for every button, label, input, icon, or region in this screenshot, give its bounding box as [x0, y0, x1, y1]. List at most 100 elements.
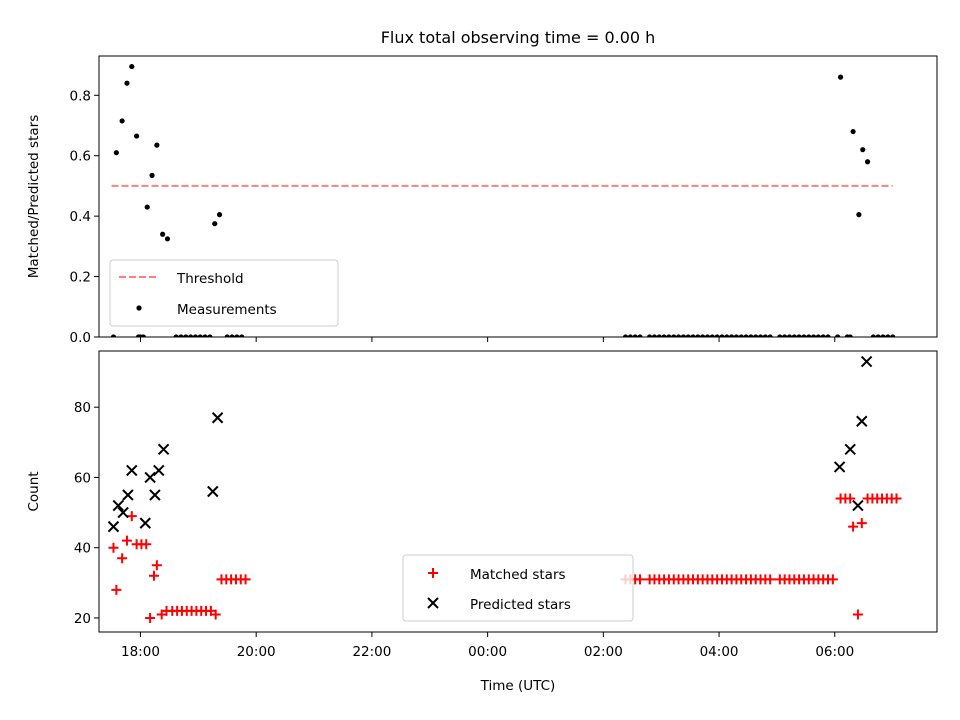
- matched-star-point: [210, 609, 221, 620]
- measurement-point: [743, 334, 749, 337]
- legend-measurement-swatch: [136, 305, 142, 311]
- y-tick-label: 0.0: [70, 330, 91, 346]
- y-axis-label: Count: [26, 471, 42, 511]
- predicted-star-point: [860, 355, 873, 368]
- matched-star-point: [108, 542, 119, 553]
- measurement-point: [144, 204, 150, 210]
- measurement-point: [637, 334, 643, 337]
- matched-star-point: [848, 521, 859, 532]
- legend-box: [109, 259, 339, 327]
- matched-star-point: [856, 518, 867, 529]
- measurement-point: [110, 334, 117, 337]
- measurement-point: [140, 334, 146, 337]
- predicted-star-point: [207, 485, 219, 498]
- measurement-point: [825, 334, 831, 337]
- measurement-point: [229, 334, 235, 337]
- predicted-star-point: [856, 415, 868, 427]
- measurement-point: [719, 334, 725, 337]
- measurement-point: [656, 334, 662, 337]
- measurement-point: [864, 159, 871, 165]
- measurement-point: [197, 334, 203, 337]
- predicted-star-point: [211, 412, 224, 424]
- measurement-point: [724, 334, 730, 337]
- measurement-point: [753, 334, 759, 337]
- matched-star-point: [240, 574, 251, 585]
- legend-matched-swatch: [428, 568, 438, 578]
- x-tick-label: 00:00: [468, 644, 507, 660]
- measurement-point: [164, 236, 171, 242]
- measurement-point: [850, 128, 856, 135]
- matched-star-point: [111, 584, 122, 595]
- matched-star-point: [634, 574, 645, 585]
- measurement-point: [154, 142, 160, 148]
- matched-star-point: [141, 539, 152, 550]
- measurement-point: [767, 334, 773, 337]
- matched-star-point: [126, 511, 137, 522]
- predicted-star-point: [126, 464, 138, 477]
- legend: Threshold Measurements: [109, 259, 339, 327]
- measurement-point: [835, 334, 841, 337]
- measurement-point: [847, 334, 853, 337]
- predicted-star-point: [157, 443, 170, 456]
- measurement-point: [224, 334, 230, 337]
- legend-measurement-label: Measurements: [177, 302, 277, 318]
- matched-star-point: [151, 560, 162, 571]
- measurement-point: [728, 334, 735, 337]
- measurement-point: [632, 334, 638, 337]
- y-tick-label: 0.2: [70, 270, 91, 286]
- legend-box: [402, 554, 634, 622]
- measurement-point: [786, 334, 793, 337]
- measurement-point: [149, 172, 155, 178]
- measurement-point: [685, 334, 691, 337]
- measurement-point: [216, 212, 223, 218]
- measurement-point: [704, 334, 711, 337]
- measurement-point: [796, 334, 802, 337]
- measurement-point: [791, 334, 797, 337]
- measurement-point: [885, 334, 891, 337]
- measurement-point: [880, 334, 886, 337]
- measurement-point: [782, 334, 788, 337]
- measurement-point: [627, 334, 633, 337]
- measurement-point: [212, 221, 218, 227]
- measurement-point: [651, 334, 658, 337]
- legend-predicted-label: Predicted stars: [470, 597, 571, 613]
- measurement-point: [777, 334, 783, 337]
- axes-frame: [98, 350, 938, 633]
- y-tick-label: 0.4: [70, 209, 91, 225]
- measurement-point: [762, 334, 768, 337]
- matched-star-point: [145, 612, 156, 623]
- x-tick-label: 18:00: [121, 644, 160, 660]
- x-tick-label: 04:00: [700, 644, 739, 660]
- y-tick-label: 20: [74, 611, 91, 627]
- y-tick-label: 0.8: [70, 88, 91, 104]
- measurement-point: [690, 334, 696, 337]
- predicted-star-point: [112, 499, 124, 512]
- measurement-point: [178, 334, 184, 337]
- measurement-point: [202, 334, 208, 337]
- matched-star-point: [845, 493, 856, 504]
- matched-star-point: [765, 574, 776, 585]
- measurement-point: [738, 334, 744, 337]
- y-tick-label: 60: [74, 470, 91, 486]
- predicted-star-point: [117, 506, 129, 519]
- predicted-star-point: [149, 489, 161, 501]
- measurement-point: [129, 63, 135, 70]
- legend-predicted-swatch: [427, 597, 439, 609]
- measurement-point: [810, 334, 817, 337]
- measurement-point: [666, 334, 672, 337]
- chart-title: Flux total observing time = 0.00 h: [381, 28, 656, 47]
- measurement-point: [733, 334, 740, 337]
- matched-star-point: [148, 570, 159, 581]
- x-tick-label: 20:00: [237, 644, 276, 660]
- measurement-point: [113, 150, 119, 156]
- measurement-point: [134, 133, 140, 139]
- measurement-point: [124, 80, 130, 86]
- predicted-star-point: [844, 443, 856, 456]
- measurement-point: [622, 334, 629, 337]
- matched-star-point: [117, 553, 128, 564]
- legend-matched-label: Matched stars: [470, 567, 566, 583]
- measurement-point: [234, 334, 240, 337]
- measurement-point: [661, 334, 667, 337]
- predicted-star-point: [139, 517, 151, 529]
